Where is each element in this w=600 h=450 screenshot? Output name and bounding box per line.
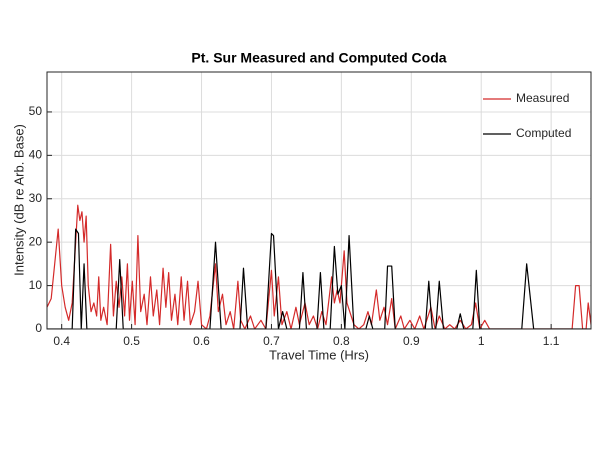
series-line <box>47 228 591 329</box>
y-tick-label: 20 <box>29 234 43 248</box>
x-tick-label: 0.4 <box>53 334 70 348</box>
y-tick-label: 50 <box>29 104 43 118</box>
axes-box <box>46 71 592 330</box>
y-axis-label: Intensity (dB re Arb. Base) <box>11 124 26 276</box>
x-tick-label: 0.8 <box>333 334 350 348</box>
y-tick-label: 30 <box>29 191 43 205</box>
x-tick-label: 0.5 <box>123 334 140 348</box>
legend-label: Measured <box>516 91 569 105</box>
x-tick-label: 0.9 <box>403 334 420 348</box>
y-tick-label: 10 <box>29 278 43 292</box>
x-tick-label: 1 <box>478 334 485 348</box>
x-tick-label: 0.6 <box>193 334 210 348</box>
x-tick-label: 0.7 <box>263 334 280 348</box>
legend-label: Computed <box>516 126 571 140</box>
y-tick-label: 40 <box>29 148 43 162</box>
chart-title: Pt. Sur Measured and Computed Coda <box>191 50 446 66</box>
x-tick-label: 1.1 <box>543 334 560 348</box>
y-tick-label: 0 <box>35 321 42 335</box>
x-axis-label: Travel Time (Hrs) <box>269 347 369 362</box>
